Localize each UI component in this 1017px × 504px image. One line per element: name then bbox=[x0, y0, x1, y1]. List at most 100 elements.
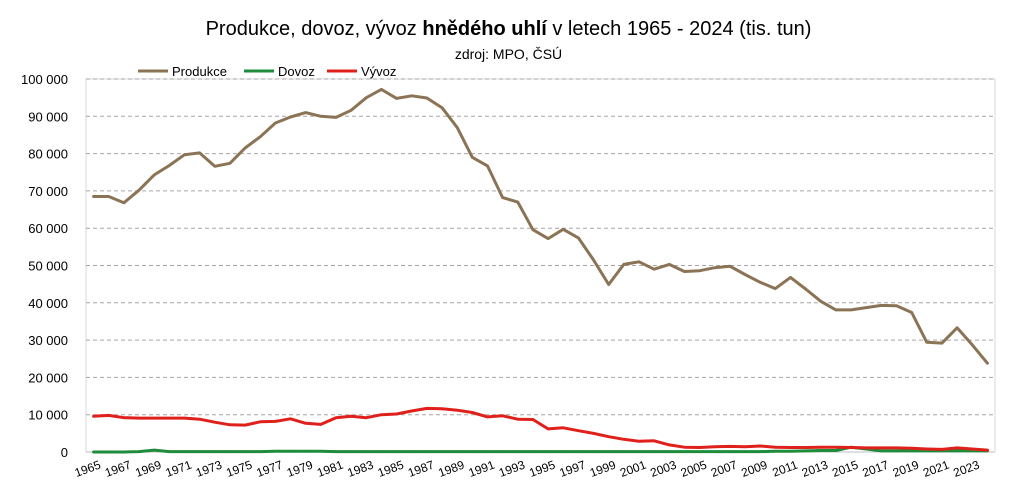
data-point bbox=[713, 266, 716, 269]
data-point bbox=[607, 283, 610, 286]
y-tick-label: 10 000 bbox=[28, 408, 68, 423]
data-point bbox=[986, 362, 989, 365]
data-point bbox=[940, 448, 944, 451]
data-point bbox=[259, 135, 262, 138]
data-point bbox=[471, 450, 474, 453]
data-point bbox=[501, 414, 504, 417]
data-point bbox=[652, 450, 656, 453]
data-point bbox=[819, 449, 822, 452]
x-tick-label: 2007 bbox=[709, 458, 739, 480]
data-point bbox=[168, 416, 171, 420]
data-point bbox=[728, 265, 732, 268]
data-point bbox=[668, 443, 671, 447]
data-point bbox=[425, 96, 429, 100]
y-tick-label: 50 000 bbox=[28, 259, 68, 274]
data-point bbox=[622, 438, 625, 441]
x-tick-label: 1981 bbox=[315, 458, 345, 480]
data-point bbox=[743, 450, 747, 453]
data-point bbox=[410, 94, 413, 98]
legend-label: Dovoz bbox=[278, 64, 315, 79]
data-point bbox=[759, 281, 762, 284]
data-point bbox=[440, 450, 444, 453]
y-tick-label: 40 000 bbox=[28, 296, 68, 311]
data-point bbox=[440, 407, 444, 410]
data-point bbox=[577, 236, 580, 240]
data-point bbox=[319, 115, 322, 118]
x-tick-label: 1973 bbox=[194, 458, 224, 480]
data-point bbox=[668, 450, 671, 453]
data-point bbox=[107, 195, 110, 198]
data-point bbox=[834, 449, 838, 452]
data-point bbox=[334, 450, 338, 453]
data-point bbox=[910, 449, 913, 453]
data-point bbox=[637, 450, 641, 453]
data-point bbox=[259, 450, 262, 453]
data-point bbox=[592, 258, 595, 262]
data-point bbox=[183, 416, 186, 420]
data-point bbox=[380, 450, 383, 453]
data-point bbox=[804, 287, 807, 291]
data-point bbox=[486, 450, 489, 453]
data-point bbox=[698, 446, 701, 449]
data-point bbox=[228, 162, 232, 165]
data-point bbox=[880, 449, 883, 453]
chart-title: Produkce, dovoz, vývoz hnědého uhlí v le… bbox=[0, 18, 1017, 41]
data-point bbox=[365, 450, 368, 453]
x-tick-label: 1995 bbox=[527, 458, 557, 480]
data-point bbox=[622, 263, 625, 266]
data-point bbox=[607, 435, 610, 438]
data-point bbox=[789, 276, 792, 279]
x-tick-label: 1991 bbox=[467, 458, 497, 480]
data-point bbox=[774, 446, 777, 449]
data-point bbox=[849, 446, 853, 449]
data-point bbox=[562, 450, 565, 453]
data-point bbox=[486, 415, 489, 419]
data-point bbox=[334, 116, 338, 119]
data-point bbox=[789, 446, 792, 449]
data-point bbox=[395, 412, 398, 416]
data-point bbox=[243, 146, 247, 150]
y-tick-label: 30 000 bbox=[28, 333, 68, 348]
data-point bbox=[334, 416, 338, 419]
series-line bbox=[92, 87, 989, 365]
data-point bbox=[410, 409, 413, 413]
data-point bbox=[743, 273, 747, 276]
data-point bbox=[501, 450, 504, 453]
data-point bbox=[971, 343, 974, 347]
x-tick-label: 1967 bbox=[103, 458, 133, 480]
data-point bbox=[183, 153, 186, 156]
data-point bbox=[531, 418, 535, 421]
data-point bbox=[153, 173, 156, 177]
chart-title-bold: hnědého uhlí bbox=[422, 18, 547, 40]
data-point bbox=[577, 450, 580, 453]
x-tick-label: 1977 bbox=[255, 458, 285, 480]
data-point bbox=[880, 446, 883, 450]
data-point bbox=[683, 446, 686, 449]
x-tick-label: 1971 bbox=[164, 458, 194, 480]
x-tick-label: 2019 bbox=[891, 458, 921, 480]
data-point bbox=[774, 450, 777, 453]
x-tick-label: 1993 bbox=[497, 458, 527, 480]
data-point bbox=[274, 121, 277, 125]
x-tick-label: 1979 bbox=[285, 458, 315, 480]
data-point bbox=[289, 417, 292, 420]
y-tick-label: 100 000 bbox=[21, 72, 68, 87]
data-point bbox=[92, 195, 95, 198]
data-point bbox=[92, 450, 95, 454]
y-tick-label: 80 000 bbox=[28, 147, 68, 162]
data-point bbox=[153, 448, 156, 452]
data-point bbox=[380, 413, 383, 416]
data-point bbox=[425, 407, 429, 410]
x-tick-label: 1983 bbox=[345, 458, 375, 480]
x-tick-label: 1975 bbox=[224, 458, 254, 480]
x-tick-label: 2009 bbox=[739, 458, 769, 480]
data-point bbox=[516, 418, 519, 421]
data-point bbox=[562, 426, 565, 429]
data-point bbox=[910, 447, 913, 450]
data-point bbox=[819, 300, 822, 303]
data-point bbox=[910, 311, 913, 314]
data-point bbox=[395, 97, 398, 100]
data-point bbox=[349, 109, 353, 112]
data-point bbox=[895, 446, 898, 450]
